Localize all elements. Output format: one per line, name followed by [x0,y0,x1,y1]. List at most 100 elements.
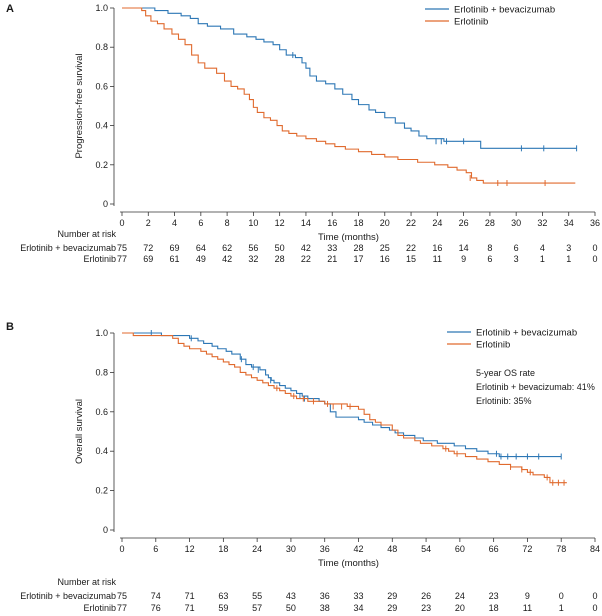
risk-table-header: Number at risk [57,229,116,239]
risk-count: 69 [143,254,153,264]
risk-row-label: Erlotinib [83,603,116,613]
series-line-0 [122,7,577,149]
x-tick-label: 32 [537,218,547,228]
legend-label: Erlotinib [476,340,510,351]
risk-count: 77 [117,603,127,613]
x-tick-label: 8 [225,218,230,228]
risk-count: 26 [421,591,431,601]
risk-count: 22 [301,254,311,264]
x-tick-label: 72 [522,544,532,554]
risk-count: 15 [406,254,416,264]
y-tick-label: 0.8 [95,367,108,377]
x-tick-label: 2 [146,218,151,228]
y-tick-label: 1.0 [95,3,108,13]
panel-b: B 0 0.2 0.4 0.6 0.8 1.0 0 6 12 18 24 30 36 42 48 54 60 66 7… [6,321,600,613]
y-axis-label: Overall survival [74,399,85,464]
risk-count: 75 [117,243,127,253]
risk-count: 0 [592,254,597,264]
x-tick-label: 20 [380,218,390,228]
x-tick-label: 30 [511,218,521,228]
risk-count: 49 [196,254,206,264]
annotation-text: Erlotinib + bevacizumab: 41% [476,382,595,392]
risk-count: 9 [461,254,466,264]
risk-count: 29 [387,603,397,613]
risk-count: 56 [248,243,258,253]
series-line-1 [122,332,567,484]
risk-count: 59 [218,603,228,613]
y-tick-label: 0.4 [95,121,108,131]
x-tick-label: 6 [198,218,203,228]
x-axis-label: Time (months) [318,232,379,243]
x-tick-label: 66 [489,544,499,554]
risk-count: 28 [275,254,285,264]
risk-count: 62 [222,243,232,253]
x-tick-label: 60 [455,544,465,554]
risk-count: 42 [222,254,232,264]
x-tick-label: 36 [320,544,330,554]
risk-count: 0 [559,591,564,601]
risk-count: 69 [170,243,180,253]
x-tick-label: 4 [172,218,177,228]
risk-count: 23 [489,591,499,601]
x-tick-label: 34 [564,218,574,228]
panel-a: A00.20.40.60.81.00 2 4 6 8 10 12 14 16 18 20 22 24 26… [6,3,600,264]
risk-count: 1 [566,254,571,264]
x-tick-label: 0 [119,544,124,554]
risk-count: 4 [540,243,545,253]
risk-count: 16 [380,254,390,264]
x-axis-label: Time (months) [318,558,379,569]
risk-table-header: Number at risk [57,577,116,587]
y-tick-label: 0.4 [95,446,108,456]
risk-count: 20 [455,603,465,613]
risk-count: 29 [387,591,397,601]
x-tick-label: 48 [387,544,397,554]
x-tick-label: 42 [353,544,363,554]
risk-count: 8 [487,243,492,253]
x-tick-label: 28 [485,218,495,228]
y-tick-label: 0.2 [95,486,108,496]
x-tick-label: 18 [353,218,363,228]
x-tick-label: 16 [327,218,337,228]
risk-count: 34 [353,603,363,613]
risk-count: 33 [327,243,337,253]
x-tick-label: 54 [421,544,431,554]
risk-count: 32 [248,254,258,264]
risk-count: 22 [406,243,416,253]
x-tick-label: 14 [301,218,311,228]
panel-letter: A [6,3,14,15]
risk-count: 21 [327,254,337,264]
x-tick-label: 22 [406,218,416,228]
risk-count: 0 [592,591,597,601]
legend-label: Erlotinib + bevacizumab [476,328,577,339]
risk-count: 6 [514,243,519,253]
risk-count: 0 [592,603,597,613]
x-tick-label: 78 [556,544,566,554]
risk-count: 24 [455,591,465,601]
y-tick-label: 0.2 [95,160,108,170]
y-tick-label: 1.0 [95,328,108,338]
risk-count: 43 [286,591,296,601]
risk-count: 25 [380,243,390,253]
risk-count: 55 [252,591,262,601]
x-tick-label: 12 [275,218,285,228]
risk-count: 3 [514,254,519,264]
risk-count: 57 [252,603,262,613]
risk-count: 50 [275,243,285,253]
annotation-text: Erlotinib: 35% [476,396,532,406]
y-tick-label: 0 [103,525,108,535]
risk-count: 63 [218,591,228,601]
series-line-1 [122,7,576,184]
x-tick-label: 18 [218,544,228,554]
risk-count: 36 [320,591,330,601]
risk-count: 72 [143,243,153,253]
legend-label: Erlotinib + bevacizumab [454,5,555,16]
risk-count: 1 [540,254,545,264]
risk-row-label: Erlotinib [83,254,116,264]
x-tick-label: 0 [119,218,124,228]
risk-count: 9 [525,591,530,601]
panel-letter: B [6,321,14,333]
risk-count: 6 [487,254,492,264]
risk-count: 33 [353,591,363,601]
x-tick-label: 36 [590,218,600,228]
